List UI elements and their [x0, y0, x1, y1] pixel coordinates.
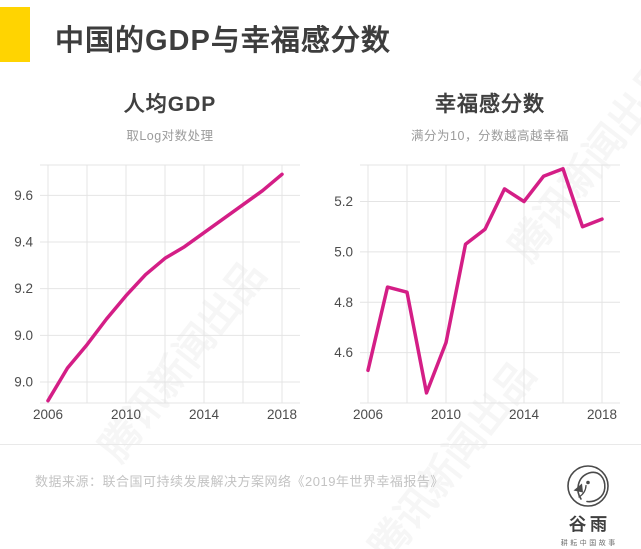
svg-text:2014: 2014 [509, 407, 540, 422]
footer-divider [0, 444, 641, 445]
gdp-chart-panel: 人均GDP 取Log对数处理 9.6 9.4 9.2 9.0 9.0 2006 2010 20… [2, 88, 312, 425]
svg-text:2010: 2010 [431, 407, 461, 422]
svg-text:9.4: 9.4 [14, 235, 33, 250]
happiness-chart-title: 幸福感分数 [435, 93, 545, 116]
svg-text:9.2: 9.2 [14, 281, 33, 296]
data-source-text: 数据来源：联合国可持续发展解决方案网络《2019年世界幸福报告》 [35, 474, 444, 489]
page-title: 中国的GDP与幸福感分数 [55, 25, 391, 57]
svg-text:9.6: 9.6 [14, 188, 33, 203]
svg-text:2006: 2006 [33, 407, 63, 422]
svg-text:9.0: 9.0 [14, 375, 33, 390]
gdp-chart-title: 人均GDP [123, 93, 217, 116]
yellow-accent-square [0, 7, 30, 62]
svg-text:2018: 2018 [587, 407, 617, 422]
gdp-line-chart: 9.6 9.4 9.2 9.0 9.0 2006 2010 2014 2018 [14, 164, 300, 422]
logo-name: 谷雨 [569, 515, 611, 534]
gdp-chart-subtitle: 取Log对数处理 [126, 129, 214, 143]
logo-slogan: 耕耘中国故事 [560, 540, 618, 547]
svg-text:9.0: 9.0 [14, 328, 33, 343]
svg-text:4.6: 4.6 [334, 345, 353, 360]
svg-text:2018: 2018 [267, 407, 297, 422]
svg-text:5.2: 5.2 [334, 194, 353, 209]
happiness-chart-subtitle: 满分为10，分数越高越幸福 [411, 129, 569, 143]
svg-text:4.8: 4.8 [334, 295, 353, 310]
svg-text:5.0: 5.0 [334, 244, 353, 259]
bird-logo-icon [567, 465, 609, 507]
happiness-chart-panel: 幸福感分数 满分为10，分数越高越幸福 5.2 5.0 4.8 4.6 2006 2010… [322, 88, 632, 425]
svg-text:2014: 2014 [189, 407, 220, 422]
guyu-logo: 谷雨 耕耘中国故事 [553, 464, 623, 548]
svg-text:2010: 2010 [111, 407, 141, 422]
happiness-line-chart: 5.2 5.0 4.8 4.6 2006 2010 2014 2018 [334, 164, 620, 422]
svg-text:2006: 2006 [353, 407, 383, 422]
